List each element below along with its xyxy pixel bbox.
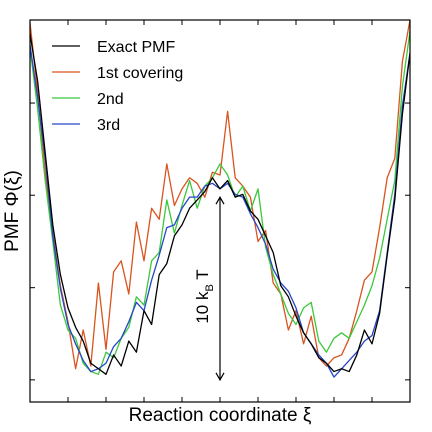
plot-frame xyxy=(29,19,411,403)
legend-label-2: 2nd xyxy=(97,91,124,108)
legend: Exact PMF 1st covering 2nd 3rd xyxy=(52,39,183,134)
series-layer xyxy=(30,20,410,378)
axis-ticks xyxy=(30,20,410,402)
x-axis-label: Reaction coordinate ξ xyxy=(129,405,312,426)
y-axis-label: PMF Φ(ξ) xyxy=(2,170,23,252)
legend-label-0: Exact PMF xyxy=(97,39,175,56)
series-line-1 xyxy=(30,20,410,370)
annotation-arrowhead-top xyxy=(215,195,225,205)
annotation-arrowhead-bottom xyxy=(215,372,225,382)
legend-label-3: 3rd xyxy=(97,117,120,134)
annotation-label: 10 kB T xyxy=(193,269,216,323)
annotation: 10 kB T xyxy=(193,195,225,382)
series-line-0 xyxy=(30,33,410,375)
legend-label-1: 1st covering xyxy=(97,65,183,82)
series-line-2 xyxy=(30,30,410,375)
